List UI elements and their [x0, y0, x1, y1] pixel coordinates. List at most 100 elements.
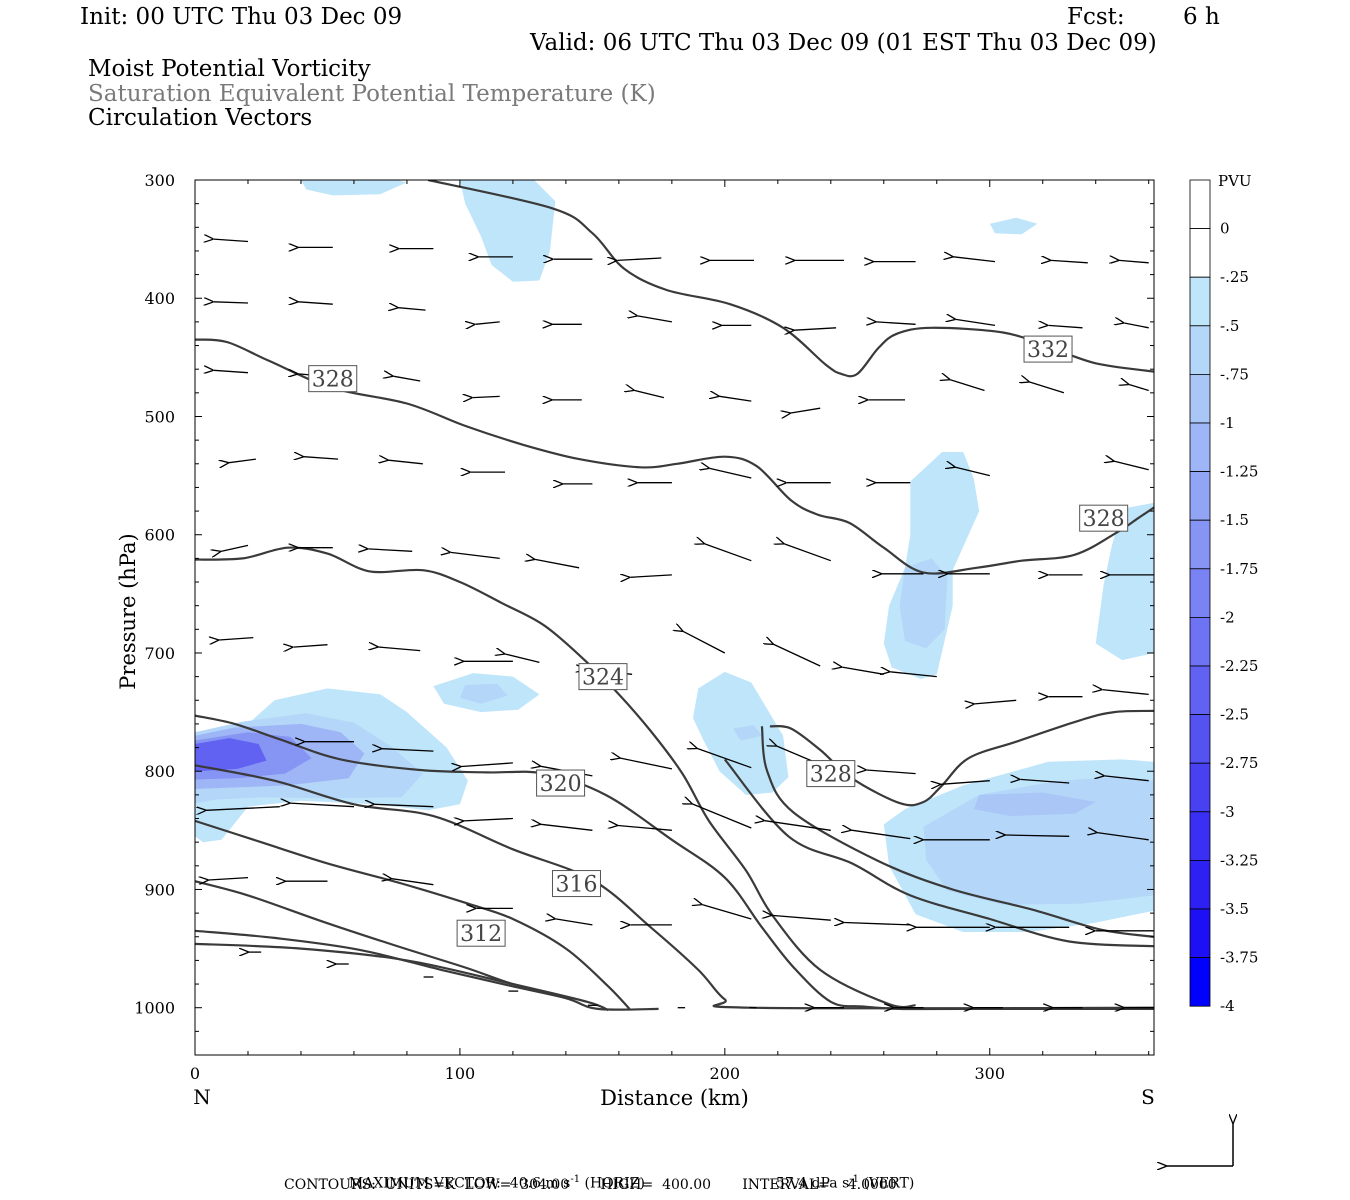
forecast-hour: 6 h — [1183, 4, 1220, 30]
x-tick-label: 100 — [445, 1064, 476, 1083]
colorbar-level-label: -3 — [1220, 803, 1235, 821]
contour-label-box — [806, 760, 856, 788]
colorbar-level-label: -1.5 — [1220, 511, 1249, 529]
colorbar-level-label: -1.75 — [1220, 560, 1258, 578]
colorbar-segment — [1189, 276, 1211, 327]
circulation-vector — [867, 770, 916, 775]
pv-shade — [989, 217, 1038, 235]
colorbar-segment — [1189, 762, 1211, 813]
y-tick-label: 400 — [144, 289, 175, 308]
circulation-vector — [393, 376, 421, 382]
circulation-vector — [451, 552, 500, 560]
circulation-vector — [784, 544, 832, 562]
x-axis-title: Distance (km) — [600, 1086, 749, 1110]
circulation-vector — [852, 830, 911, 840]
contour-label: 332 — [1027, 338, 1069, 363]
y-axis-title: Pressure (hPa) — [116, 533, 140, 689]
contour-label-box — [536, 769, 586, 797]
circulation-vector — [462, 762, 513, 767]
circulation-vector — [368, 549, 413, 551]
circulation-vector — [1105, 776, 1149, 782]
circulation-vector — [1048, 325, 1083, 327]
circulation-vector — [382, 749, 434, 751]
contour-label: 324 — [582, 666, 624, 691]
colorbar-segment — [1189, 811, 1211, 861]
circulation-vector — [475, 322, 500, 324]
circulation-vector — [299, 302, 333, 304]
y-tick-label: 900 — [144, 880, 175, 899]
contour-label-box — [1023, 335, 1073, 363]
circulation-vector — [890, 672, 937, 678]
circulation-vector — [638, 316, 673, 323]
circulation-vector — [617, 258, 662, 260]
circulation-vector — [620, 758, 673, 770]
circulation-vector — [956, 319, 996, 327]
contour-label: 328 — [810, 763, 852, 788]
reference-vector — [1167, 1124, 1233, 1166]
circulation-vector — [1020, 779, 1070, 784]
pv-shade — [732, 725, 762, 741]
circulation-vector — [293, 645, 328, 647]
circulation-vector — [765, 821, 831, 831]
contours-note: CONTOURS: UNITS=K LOW= 304.00 HIGH= 400.… — [284, 1177, 897, 1193]
theta-es-contour — [195, 338, 1154, 575]
circulation-vector — [794, 328, 837, 330]
circulation-vector — [535, 559, 580, 569]
pv-shade — [459, 683, 508, 704]
contour-label-box — [456, 919, 506, 947]
y-tick-label: 500 — [144, 407, 175, 426]
circulation-vector — [214, 302, 249, 303]
circulation-vector — [219, 638, 254, 640]
forecast-label: Fcst: — [1067, 4, 1125, 30]
circulation-vector — [1102, 690, 1149, 696]
colorbar-segment — [1189, 860, 1211, 910]
theta-es-contour — [769, 709, 1154, 807]
colorbar-segment — [1189, 325, 1211, 375]
circulation-vector — [389, 460, 423, 465]
colorbar-level-label: -2.25 — [1220, 657, 1258, 675]
x-end-label-north: N — [193, 1085, 211, 1109]
circulation-vector — [1006, 835, 1070, 836]
colorbar-segment — [1189, 714, 1211, 764]
colorbar-segment — [1189, 373, 1211, 424]
circulation-vector — [941, 780, 990, 785]
circulation-vector — [399, 308, 426, 310]
colorbar-level-label: -3.75 — [1220, 949, 1258, 967]
colorbar-segment — [1189, 568, 1211, 618]
circulation-vector — [1051, 260, 1088, 262]
circulation-vector — [956, 467, 990, 477]
theta-es-contour — [427, 180, 1154, 378]
circulation-vector — [697, 749, 752, 769]
circulation-vector — [1129, 385, 1149, 392]
circulation-vector — [683, 631, 726, 654]
colorbar-segment — [1189, 228, 1211, 278]
y-tick-label: 1000 — [134, 999, 175, 1018]
contour-label: 316 — [555, 873, 597, 898]
pv-shade — [459, 180, 556, 282]
circulation-vector — [556, 919, 593, 926]
colorbar-level-label: -1 — [1220, 414, 1235, 432]
contour-label: 320 — [540, 772, 582, 797]
circulation-vector — [720, 396, 752, 402]
contour-label-box — [578, 663, 628, 691]
contour-label-box — [551, 870, 601, 898]
colorbar-unit: PVU — [1218, 172, 1252, 190]
max-vector-vert: 57.4 dPa s-1 (VERT) — [775, 1174, 915, 1192]
colorbar-level-label: -3.5 — [1220, 900, 1249, 918]
valid-time: Valid: 06 UTC Thu 03 Dec 09 (01 EST Thu … — [530, 30, 1157, 56]
contour-label: 328 — [1083, 507, 1125, 532]
circulation-vector — [635, 390, 665, 399]
y-tick-label: 700 — [144, 644, 175, 663]
pv-shade — [195, 738, 267, 772]
theta-es-contour — [195, 819, 631, 1010]
max-vector-note: MAXIMUM VECTOR: 40.6 m s-1 (HORIZ) — [348, 1174, 645, 1192]
circulation-vector — [618, 826, 672, 831]
pv-shade — [973, 792, 1096, 817]
circulation-vector — [791, 407, 821, 413]
theta-es-contour — [723, 758, 1154, 948]
circulation-vector — [1030, 382, 1065, 394]
circulation-vector — [876, 322, 916, 324]
circulation-vector — [375, 804, 434, 806]
circulation-vector — [209, 878, 249, 880]
